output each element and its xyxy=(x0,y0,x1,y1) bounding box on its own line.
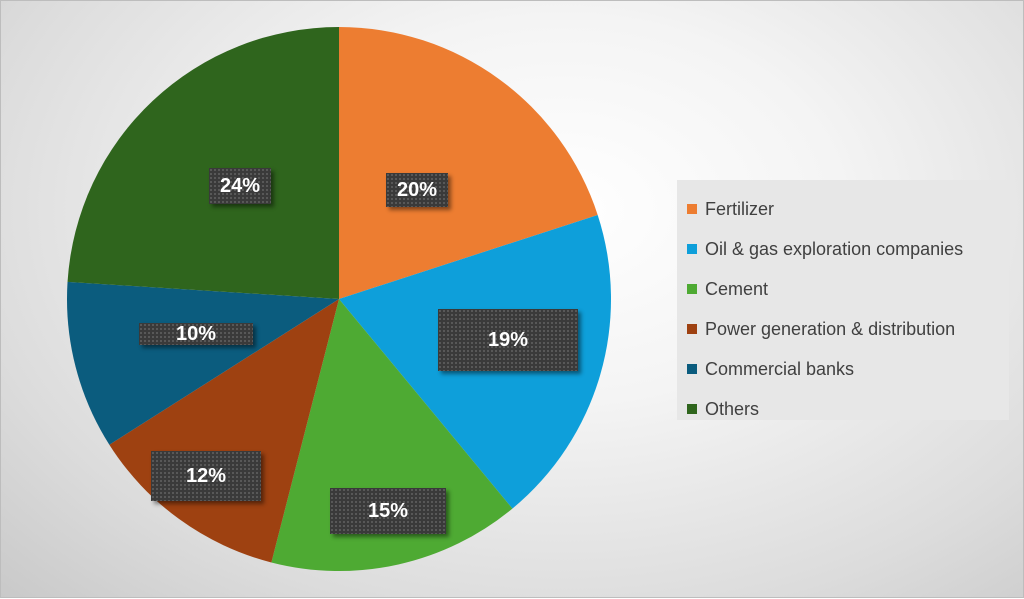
legend-item-power: Power generation & distribution xyxy=(677,309,1009,349)
data-label-others: 24% xyxy=(209,168,271,204)
legend-item-cement: Cement xyxy=(677,269,1009,309)
legend-label-others: Others xyxy=(705,398,760,419)
legend-item-fertilizer: Fertilizer xyxy=(677,189,1009,229)
legend-swatch-fertilizer xyxy=(687,204,697,214)
pie-slice-fertilizer xyxy=(339,27,598,299)
legend-item-others: Others xyxy=(677,389,1009,429)
legend-swatch-banks xyxy=(687,364,697,374)
pie-slice-banks xyxy=(67,281,340,445)
pie-slice-others xyxy=(67,27,339,299)
legend-swatch-cement xyxy=(687,284,697,294)
legend-label-power: Power generation & distribution xyxy=(705,318,956,339)
legend-label-fertilizer: Fertilizer xyxy=(705,198,775,219)
data-label-banks: 10% xyxy=(139,323,253,345)
legend-item-oil-gas: Oil & gas exploration companies xyxy=(677,229,1009,269)
data-label-fertilizer: 20% xyxy=(386,173,448,207)
legend-swatch-others xyxy=(687,404,697,414)
legend-label-banks: Commercial banks xyxy=(705,358,855,379)
legend-swatch-oil-gas xyxy=(687,244,697,254)
data-label-cement: 15% xyxy=(330,488,446,534)
legend-label-oil-gas: Oil & gas exploration companies xyxy=(705,238,964,259)
data-label-oil-gas: 19% xyxy=(438,309,578,371)
data-label-power: 12% xyxy=(151,451,261,501)
legend: Fertilizer Oil & gas exploration compani… xyxy=(677,180,1009,420)
legend-swatch-power xyxy=(687,324,697,334)
legend-item-banks: Commercial banks xyxy=(677,349,1009,389)
legend-label-cement: Cement xyxy=(705,278,769,299)
